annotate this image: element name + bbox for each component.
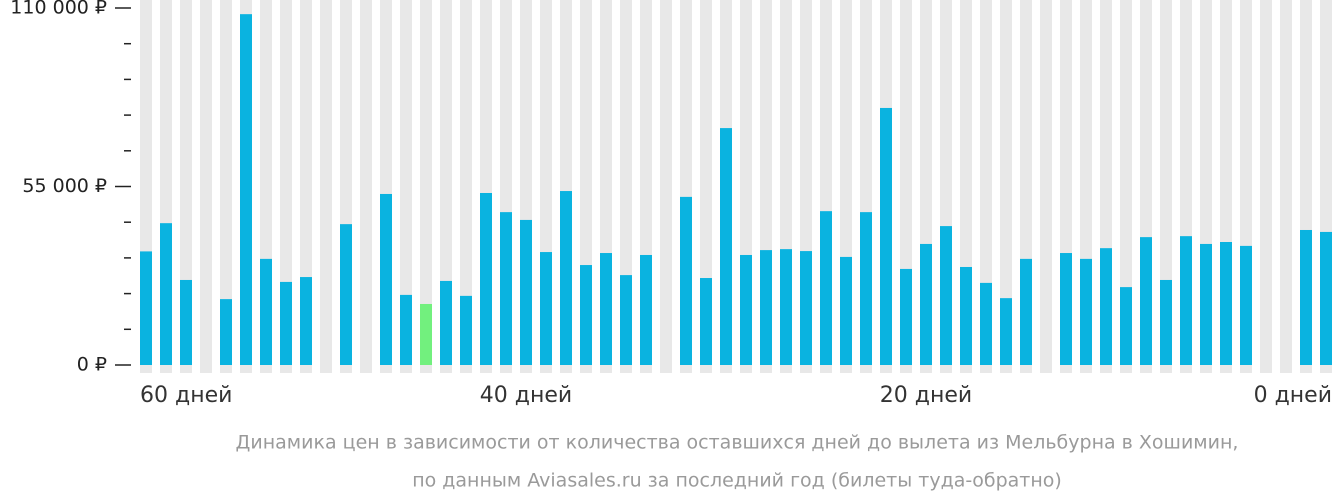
y-tick-label: 0 ₽ xyxy=(77,354,107,376)
bar-background xyxy=(460,0,472,373)
bar-background xyxy=(1160,0,1172,373)
bar-background xyxy=(440,0,452,373)
bar-background xyxy=(200,0,212,373)
bar xyxy=(680,196,692,365)
bar xyxy=(620,275,632,365)
bar xyxy=(440,280,452,365)
bar-background xyxy=(660,0,672,373)
y-tick-label: 55 000 ₽ xyxy=(22,175,107,197)
bar xyxy=(860,212,872,365)
bar xyxy=(600,253,612,365)
bar xyxy=(1220,241,1232,365)
bar xyxy=(260,258,272,365)
bar xyxy=(760,250,772,365)
bar xyxy=(980,282,992,365)
bar xyxy=(820,211,832,365)
bar xyxy=(240,14,252,366)
bar xyxy=(420,303,432,365)
bar xyxy=(1000,298,1012,365)
bar xyxy=(740,254,752,365)
bar xyxy=(540,252,552,365)
caption: по данным Aviasales.ru за последний год … xyxy=(412,470,1062,492)
bar xyxy=(700,278,712,365)
bar xyxy=(840,256,852,365)
bar xyxy=(560,191,572,365)
bar xyxy=(1100,248,1112,365)
x-tick-label: 40 дней xyxy=(480,383,572,408)
bar xyxy=(140,251,152,365)
bar xyxy=(580,265,592,365)
bar xyxy=(800,251,812,365)
bar xyxy=(380,193,392,365)
bar xyxy=(1060,253,1072,365)
bar xyxy=(640,254,652,365)
bar xyxy=(720,128,732,365)
bar-background xyxy=(180,0,192,373)
bar-background xyxy=(280,0,292,373)
bar xyxy=(160,223,172,365)
bar xyxy=(780,249,792,365)
bar-background xyxy=(1280,0,1292,373)
bar xyxy=(500,212,512,365)
bar-background xyxy=(220,0,232,373)
bar xyxy=(960,266,972,365)
bar-background xyxy=(360,0,372,373)
bar-background xyxy=(320,0,332,373)
bar xyxy=(1080,258,1092,365)
bar-background xyxy=(420,0,432,373)
bar-background xyxy=(1040,0,1052,373)
x-tick-label: 20 дней xyxy=(880,383,972,408)
bar xyxy=(900,268,912,365)
bar xyxy=(400,294,412,365)
bar xyxy=(280,281,292,365)
bar xyxy=(300,277,312,365)
bar xyxy=(1180,236,1192,365)
caption: Динамика цен в зависимости от количества… xyxy=(236,432,1239,454)
bar-background xyxy=(1000,0,1012,373)
bar xyxy=(940,226,952,365)
bar xyxy=(1120,287,1132,365)
bar xyxy=(920,243,932,365)
x-tick-label: 60 дней xyxy=(140,383,232,408)
bar xyxy=(1020,258,1032,365)
bar xyxy=(220,299,232,365)
bar-background xyxy=(980,0,992,373)
bar-background xyxy=(1120,0,1132,373)
x-tick-label: 0 дней xyxy=(1254,383,1332,408)
bar xyxy=(1140,237,1152,365)
bar-background xyxy=(400,0,412,373)
bar xyxy=(480,192,492,365)
y-tick-label: 110 000 ₽ xyxy=(10,0,107,19)
bar xyxy=(520,219,532,365)
bar xyxy=(1320,231,1332,365)
bar-background xyxy=(1260,0,1272,373)
bar xyxy=(460,295,472,365)
bar xyxy=(1240,245,1252,365)
bar xyxy=(340,224,352,365)
bar xyxy=(880,107,892,366)
bar xyxy=(1300,229,1312,365)
bar xyxy=(1160,279,1172,365)
bar xyxy=(1200,243,1212,365)
bar xyxy=(180,279,192,365)
